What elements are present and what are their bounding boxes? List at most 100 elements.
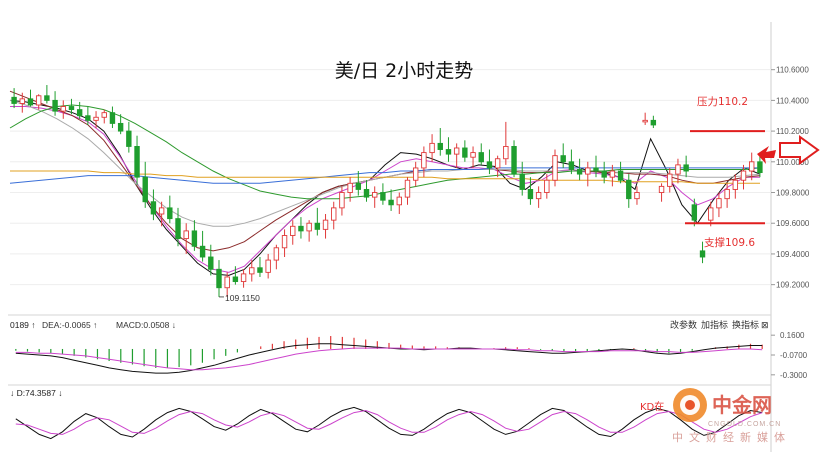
candle-body: [404, 179, 411, 198]
candle-body: [445, 149, 452, 155]
candle-body: [68, 106, 75, 111]
swap-indicator-button[interactable]: 换指标: [732, 319, 759, 331]
price-tick-label: 110.2000: [776, 127, 809, 136]
candlestick-series: [11, 85, 763, 298]
macd-tick-label: -0.3000: [780, 371, 808, 380]
candle-body: [27, 98, 34, 106]
kd-d-line: [15, 409, 763, 435]
candle-body: [552, 155, 558, 181]
candle-body: [298, 225, 304, 232]
candle-body: [52, 99, 58, 112]
candle-body: [675, 164, 681, 175]
candle-body: [601, 170, 607, 178]
candle-body: [11, 96, 17, 104]
add-indicator-button[interactable]: 加指标: [701, 319, 728, 331]
moving-average-line: [10, 106, 760, 273]
candle-body: [421, 152, 427, 169]
candle-body: [437, 142, 443, 150]
candle-body: [93, 116, 99, 121]
candle-body: [708, 207, 714, 221]
kd-annotation: KD在: [640, 401, 664, 413]
candle-body: [117, 122, 124, 132]
candle-body: [134, 146, 140, 178]
low-price-label: 109.1150: [225, 293, 260, 303]
candle-body: [85, 115, 91, 121]
candle-body: [396, 196, 402, 206]
candle-body: [19, 98, 25, 104]
candle-body: [724, 188, 730, 200]
candle-body: [519, 173, 525, 190]
candle-body: [60, 106, 66, 112]
change-params-button[interactable]: 改参数: [670, 319, 697, 331]
macd-tick-labels: 0.1600 -0.0700 -0.3000: [771, 331, 808, 380]
moving-average-line: [9, 104, 761, 200]
candle-body: [35, 95, 42, 106]
watermark-slogan: 中文财经新媒体: [672, 430, 791, 444]
macd-series: [15, 336, 763, 374]
candle-body: [183, 230, 189, 240]
price-tick-label: 110.0000: [776, 158, 809, 167]
close-panel-icon[interactable]: ⊠: [761, 321, 769, 331]
candle-body: [527, 188, 534, 200]
candle-body: [716, 198, 722, 209]
macd-dea-line: [15, 347, 763, 371]
support-resistance-lines: [685, 130, 765, 225]
candle-body: [44, 95, 50, 101]
candle-body: [453, 147, 460, 155]
candle-body: [322, 219, 329, 230]
watermark-domain: CNGOLD.COM.CN: [708, 421, 781, 428]
candle-body: [462, 147, 468, 158]
candle-body: [642, 119, 648, 123]
candle-body: [232, 276, 239, 283]
macd-legend-macd: MACD:0.0508 ↓: [116, 320, 176, 330]
candle-body: [355, 182, 362, 190]
candle-body: [380, 192, 386, 201]
macd-legend-dea: DEA:-0.0065 ↑: [42, 320, 97, 330]
price-tick-label: 109.6000: [776, 219, 810, 228]
candle-body: [699, 250, 706, 258]
candle-body: [306, 222, 312, 232]
kd-legend: ↓ D:74.3587 ↓: [10, 388, 62, 398]
candle-body: [281, 235, 288, 249]
price-tick-label: 109.2000: [776, 281, 810, 290]
watermark-brand: 中金网: [712, 393, 772, 417]
candle-body: [175, 218, 181, 240]
candle-body: [626, 179, 632, 200]
candle-body: [593, 167, 599, 172]
candle-body: [339, 192, 345, 209]
macd-legend-dif: 0189 ↑: [10, 320, 36, 330]
candle-body: [412, 167, 419, 181]
candle-body: [634, 192, 640, 200]
candle-body: [265, 259, 271, 273]
candle-body: [150, 201, 157, 215]
moving-average-line: [9, 167, 760, 184]
candle-body: [757, 161, 763, 174]
candle-body: [372, 192, 378, 198]
candle-body: [683, 164, 689, 172]
candle-body: [347, 182, 353, 193]
candle-body: [249, 267, 255, 275]
candle-body: [650, 119, 657, 126]
candle-body: [142, 176, 148, 203]
candle-body: [749, 161, 755, 172]
candle-body: [568, 161, 575, 170]
candle-body: [486, 161, 493, 169]
price-tick-label: 109.8000: [776, 189, 810, 198]
candle-body: [535, 192, 542, 200]
candle-body: [470, 152, 476, 158]
candle-body: [224, 276, 230, 289]
breakout-arrow-icon: [757, 135, 820, 165]
candle-body: [511, 146, 517, 175]
candle-body: [158, 207, 165, 215]
candle-body: [388, 199, 394, 206]
candle-body: [740, 170, 747, 181]
candle-body: [314, 222, 321, 230]
price-tick-label: 110.6000: [776, 66, 809, 75]
candle-body: [101, 112, 107, 118]
cngold-watermark-logo: 中金网 CNGOLD.COM.CN 中文财经新媒体: [672, 388, 791, 444]
candle-body: [109, 112, 116, 124]
candle-body: [617, 170, 624, 181]
candle-body: [658, 185, 665, 193]
macd-tick-label: -0.0700: [780, 351, 808, 360]
candle-body: [191, 230, 198, 247]
